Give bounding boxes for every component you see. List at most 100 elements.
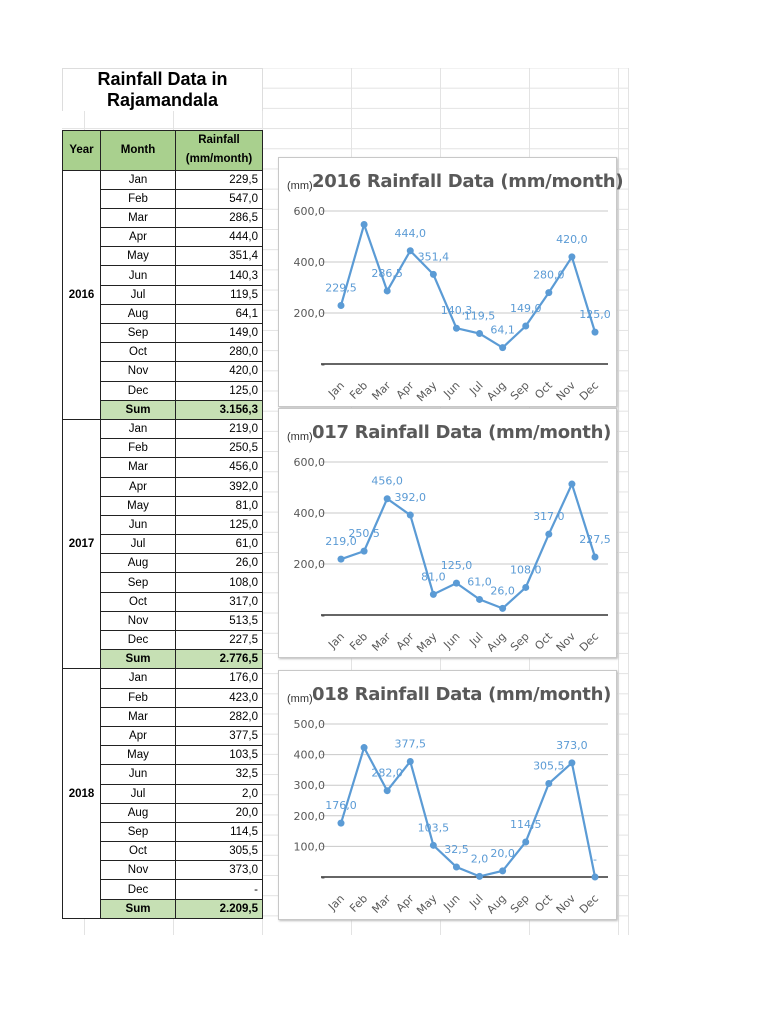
- data-point[interactable]: [522, 583, 530, 591]
- rainfall-cell[interactable]: 444,0: [175, 227, 263, 248]
- rainfall-cell[interactable]: 351,4: [175, 246, 263, 267]
- month-cell[interactable]: Jan: [100, 418, 176, 440]
- data-point[interactable]: [360, 221, 368, 229]
- data-point[interactable]: [383, 787, 391, 795]
- rainfall-cell[interactable]: 20,0: [175, 802, 263, 823]
- data-point[interactable]: [337, 819, 345, 827]
- rainfall-cell[interactable]: 108,0: [175, 572, 263, 593]
- data-point[interactable]: [545, 530, 553, 538]
- month-cell[interactable]: May: [100, 745, 176, 766]
- month-cell[interactable]: Oct: [100, 342, 176, 363]
- chart-2016[interactable]: - 200,0 400,0 600,0 229,5 Jan Feb 286,5 Mar 444,0…: [278, 157, 624, 407]
- data-point[interactable]: [337, 555, 345, 563]
- data-point[interactable]: [568, 759, 576, 767]
- data-point[interactable]: [360, 547, 368, 555]
- month-cell[interactable]: Jan: [100, 169, 176, 190]
- month-cell[interactable]: Aug: [100, 553, 176, 574]
- data-point[interactable]: [545, 289, 553, 297]
- rainfall-cell[interactable]: 373,0: [175, 860, 263, 881]
- year-cell[interactable]: 2016: [62, 169, 101, 420]
- rainfall-cell[interactable]: 119,5: [175, 284, 263, 305]
- month-cell[interactable]: Oct: [100, 591, 176, 612]
- month-cell[interactable]: Aug: [100, 802, 176, 823]
- data-point[interactable]: [545, 780, 553, 788]
- data-point[interactable]: [383, 495, 391, 503]
- rainfall-cell[interactable]: 219,0: [175, 418, 263, 440]
- month-cell[interactable]: Nov: [100, 610, 176, 632]
- month-cell[interactable]: Dec: [100, 629, 176, 651]
- month-cell[interactable]: Jul: [100, 534, 176, 555]
- rainfall-cell[interactable]: 392,0: [175, 476, 263, 497]
- month-cell[interactable]: Aug: [100, 303, 176, 325]
- chart-2017[interactable]: - 200,0 400,0 600,0 219,0 Jan 250,5 Feb 456,0 Mar…: [278, 408, 617, 658]
- sum-value[interactable]: 3.156,3: [175, 399, 263, 420]
- month-cell[interactable]: Jun: [100, 265, 176, 286]
- month-cell[interactable]: Feb: [100, 687, 176, 708]
- data-point[interactable]: [476, 330, 484, 338]
- sum-value[interactable]: 2.776,5: [175, 649, 263, 670]
- header-year[interactable]: Year: [62, 129, 101, 171]
- rainfall-cell[interactable]: 286,5: [175, 207, 263, 229]
- data-point[interactable]: [383, 287, 391, 295]
- data-point[interactable]: [522, 838, 530, 846]
- month-cell[interactable]: Jun: [100, 764, 176, 785]
- data-point[interactable]: [591, 328, 599, 336]
- data-point[interactable]: [499, 604, 507, 612]
- rainfall-cell[interactable]: 140,3: [175, 265, 263, 286]
- data-point[interactable]: [522, 322, 530, 330]
- month-cell[interactable]: May: [100, 246, 176, 267]
- rainfall-cell[interactable]: 282,0: [175, 706, 263, 727]
- data-point[interactable]: [591, 553, 599, 561]
- data-point[interactable]: [499, 867, 507, 875]
- rainfall-cell[interactable]: 547,0: [175, 188, 263, 209]
- rainfall-cell[interactable]: 149,0: [175, 322, 263, 344]
- month-cell[interactable]: Mar: [100, 457, 176, 478]
- rainfall-cell[interactable]: 26,0: [175, 553, 263, 574]
- sum-label[interactable]: Sum: [100, 898, 176, 919]
- month-cell[interactable]: Nov: [100, 361, 176, 382]
- rainfall-cell[interactable]: 176,0: [175, 668, 263, 689]
- sum-label[interactable]: Sum: [100, 649, 176, 670]
- data-point[interactable]: [337, 301, 345, 309]
- data-point[interactable]: [429, 270, 437, 278]
- month-cell[interactable]: Apr: [100, 725, 176, 747]
- month-cell[interactable]: Dec: [100, 380, 176, 401]
- data-point[interactable]: [452, 579, 460, 587]
- rainfall-cell[interactable]: 250,5: [175, 438, 263, 459]
- rainfall-cell[interactable]: 64,1: [175, 303, 263, 325]
- rainfall-cell[interactable]: 420,0: [175, 361, 263, 382]
- month-cell[interactable]: Sep: [100, 322, 176, 344]
- chart-2018[interactable]: - 100,0 200,0 300,0 400,0 500,0 176,0 Jan Feb 282…: [278, 670, 617, 920]
- year-cell[interactable]: 2018: [62, 668, 101, 919]
- month-cell[interactable]: Apr: [100, 227, 176, 248]
- rainfall-cell[interactable]: 227,5: [175, 629, 263, 651]
- header-month[interactable]: Month: [100, 129, 176, 171]
- month-cell[interactable]: Mar: [100, 207, 176, 229]
- month-cell[interactable]: Feb: [100, 188, 176, 209]
- sum-label[interactable]: Sum: [100, 399, 176, 420]
- sum-value[interactable]: 2.209,5: [175, 898, 263, 919]
- rainfall-cell[interactable]: 280,0: [175, 342, 263, 363]
- data-point[interactable]: [406, 247, 414, 255]
- month-cell[interactable]: Feb: [100, 438, 176, 459]
- month-cell[interactable]: Mar: [100, 706, 176, 727]
- data-point[interactable]: [568, 480, 576, 488]
- rainfall-cell[interactable]: 377,5: [175, 725, 263, 747]
- rainfall-cell[interactable]: 229,5: [175, 169, 263, 190]
- month-cell[interactable]: Apr: [100, 476, 176, 497]
- data-point[interactable]: [452, 863, 460, 871]
- rainfall-cell[interactable]: 305,5: [175, 841, 263, 862]
- data-point[interactable]: [591, 873, 599, 881]
- data-point[interactable]: [406, 511, 414, 519]
- month-cell[interactable]: Sep: [100, 572, 176, 593]
- rainfall-cell[interactable]: 125,0: [175, 380, 263, 401]
- month-cell[interactable]: Jan: [100, 668, 176, 689]
- month-cell[interactable]: Jul: [100, 783, 176, 804]
- rainfall-cell[interactable]: 423,0: [175, 687, 263, 708]
- year-cell[interactable]: 2017: [62, 418, 101, 670]
- rainfall-cell[interactable]: 125,0: [175, 514, 263, 536]
- rainfall-cell[interactable]: 2,0: [175, 783, 263, 804]
- rainfall-cell[interactable]: 61,0: [175, 534, 263, 555]
- rainfall-cell[interactable]: 81,0: [175, 495, 263, 516]
- month-cell[interactable]: Jul: [100, 284, 176, 305]
